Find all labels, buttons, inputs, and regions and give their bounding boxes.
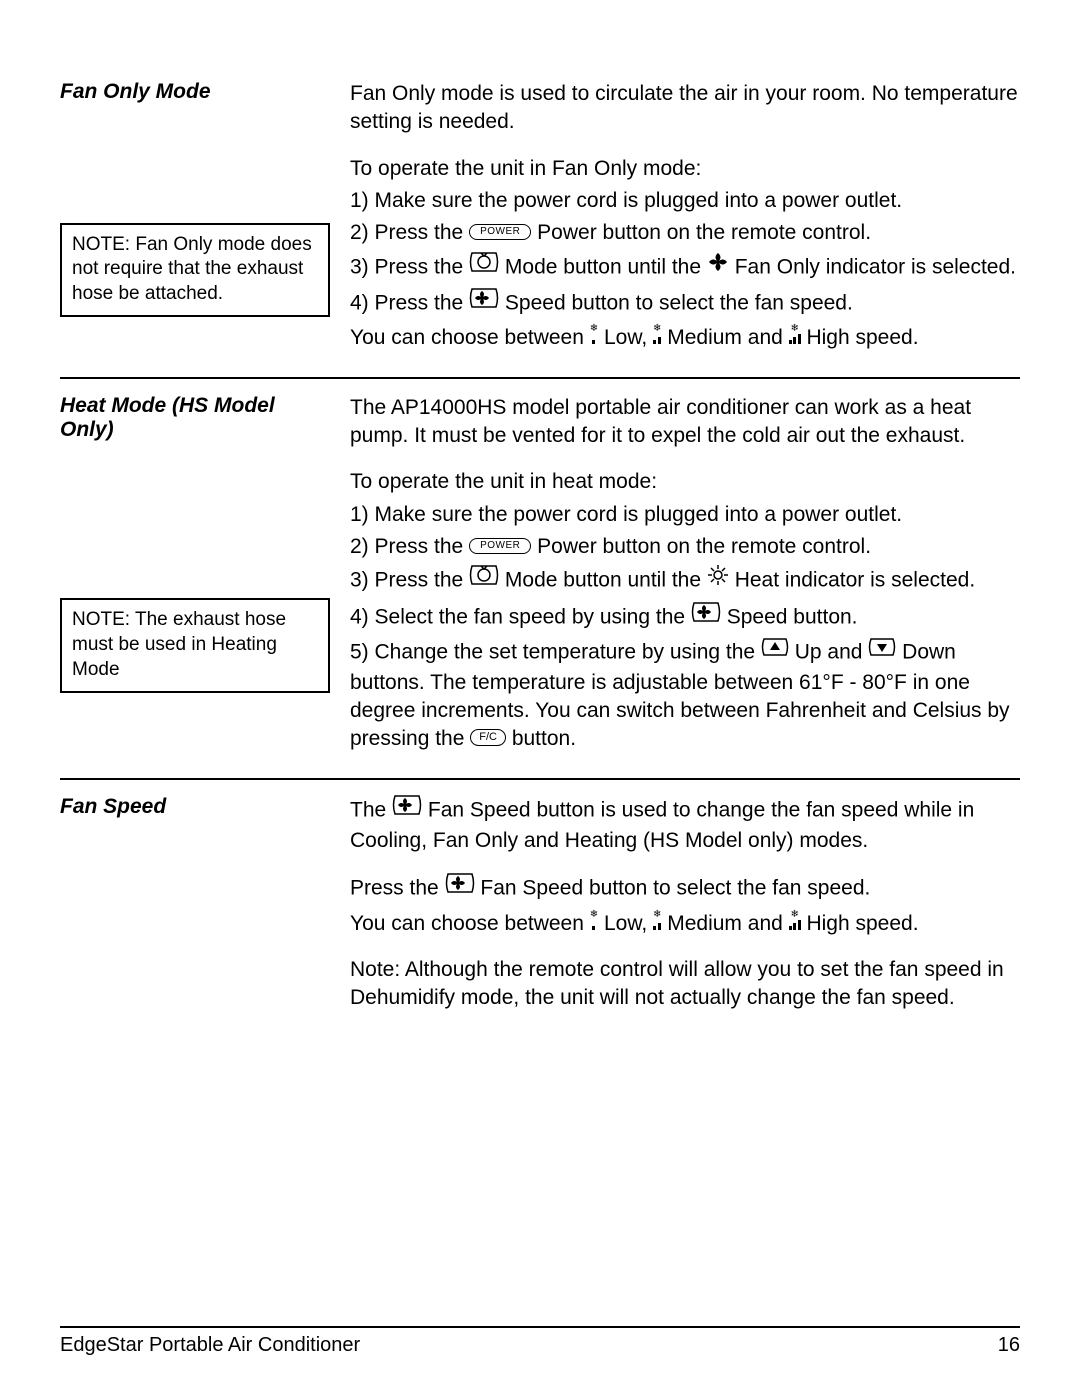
right-column: Fan Only mode is used to circulate the a…	[350, 80, 1020, 357]
step-4: 4) Select the fan speed by using the Spe…	[350, 602, 1020, 634]
speed-button-icon	[691, 600, 721, 632]
press-line: Press the Fan Speed button to select the…	[350, 873, 1020, 905]
mode-button-icon	[469, 563, 499, 595]
note-box: NOTE: Fan Only mode does not require tha…	[60, 223, 330, 317]
step-2: 2) Press the POWER Power button on the r…	[350, 219, 1020, 247]
medium-speed-icon: ❄	[653, 325, 661, 344]
left-column: Fan Only Mode NOTE: Fan Only mode does n…	[60, 80, 330, 357]
section-heat-mode: Heat Mode (HS Model Only) NOTE: The exha…	[60, 394, 1020, 780]
power-button-icon: POWER	[469, 538, 531, 554]
step-1: 1) Make sure the power cord is plugged i…	[350, 187, 1020, 215]
section-title: Fan Speed	[60, 795, 330, 819]
step-3: 3) Press the Mode button until the Heat …	[350, 565, 1020, 597]
up-button-icon	[761, 636, 789, 666]
step-5: 5) Change the set temperature by using t…	[350, 638, 1020, 753]
operate-heading: To operate the unit in Fan Only mode:	[350, 155, 1020, 183]
step-3: 3) Press the Mode button until the Fan O…	[350, 252, 1020, 284]
left-column: Fan Speed	[60, 795, 330, 1031]
footer-product: EdgeStar Portable Air Conditioner	[60, 1334, 360, 1357]
footer-page-number: 16	[998, 1334, 1020, 1357]
mode-button-icon	[469, 250, 499, 282]
intro-text: Fan Only mode is used to circulate the a…	[350, 80, 1020, 137]
low-speed-icon: ❄	[590, 911, 598, 930]
note-text: Note: Although the remote control will a…	[350, 956, 1020, 1013]
medium-speed-icon: ❄	[653, 911, 661, 930]
high-speed-icon: ❄	[789, 911, 801, 930]
intro-text: The Fan Speed button is used to change t…	[350, 795, 1020, 856]
page-footer: EdgeStar Portable Air Conditioner 16	[60, 1326, 1020, 1357]
right-column: The Fan Speed button is used to change t…	[350, 795, 1020, 1031]
power-button-icon: POWER	[469, 224, 531, 240]
speed-button-icon	[392, 793, 422, 825]
heat-indicator-icon	[707, 564, 729, 594]
step-1: 1) Make sure the power cord is plugged i…	[350, 501, 1020, 529]
section-fan-only: Fan Only Mode NOTE: Fan Only mode does n…	[60, 80, 1020, 379]
section-title: Heat Mode (HS Model Only)	[60, 394, 330, 442]
section-title: Fan Only Mode	[60, 80, 330, 104]
fan-only-indicator-icon	[707, 251, 729, 281]
down-button-icon	[868, 636, 896, 666]
speed-button-icon	[469, 286, 499, 318]
operate-heading: To operate the unit in heat mode:	[350, 468, 1020, 496]
fc-button-icon: F/C	[470, 729, 506, 746]
intro-text: The AP14000HS model portable air conditi…	[350, 394, 1020, 451]
low-speed-icon: ❄	[590, 325, 598, 344]
step-4: 4) Press the Speed button to select the …	[350, 288, 1020, 320]
high-speed-icon: ❄	[789, 325, 801, 344]
speed-button-icon	[445, 871, 475, 903]
section-fan-speed: Fan Speed The Fan Speed button is used t…	[60, 795, 1020, 1051]
speed-choices: You can choose between ❄ Low, ❄ Medium a…	[350, 324, 1020, 352]
note-box: NOTE: The exhaust hose must be used in H…	[60, 598, 330, 692]
right-column: The AP14000HS model portable air conditi…	[350, 394, 1020, 758]
left-column: Heat Mode (HS Model Only) NOTE: The exha…	[60, 394, 330, 758]
speed-choices: You can choose between ❄ Low, ❄ Medium a…	[350, 910, 1020, 938]
step-2: 2) Press the POWER Power button on the r…	[350, 533, 1020, 561]
